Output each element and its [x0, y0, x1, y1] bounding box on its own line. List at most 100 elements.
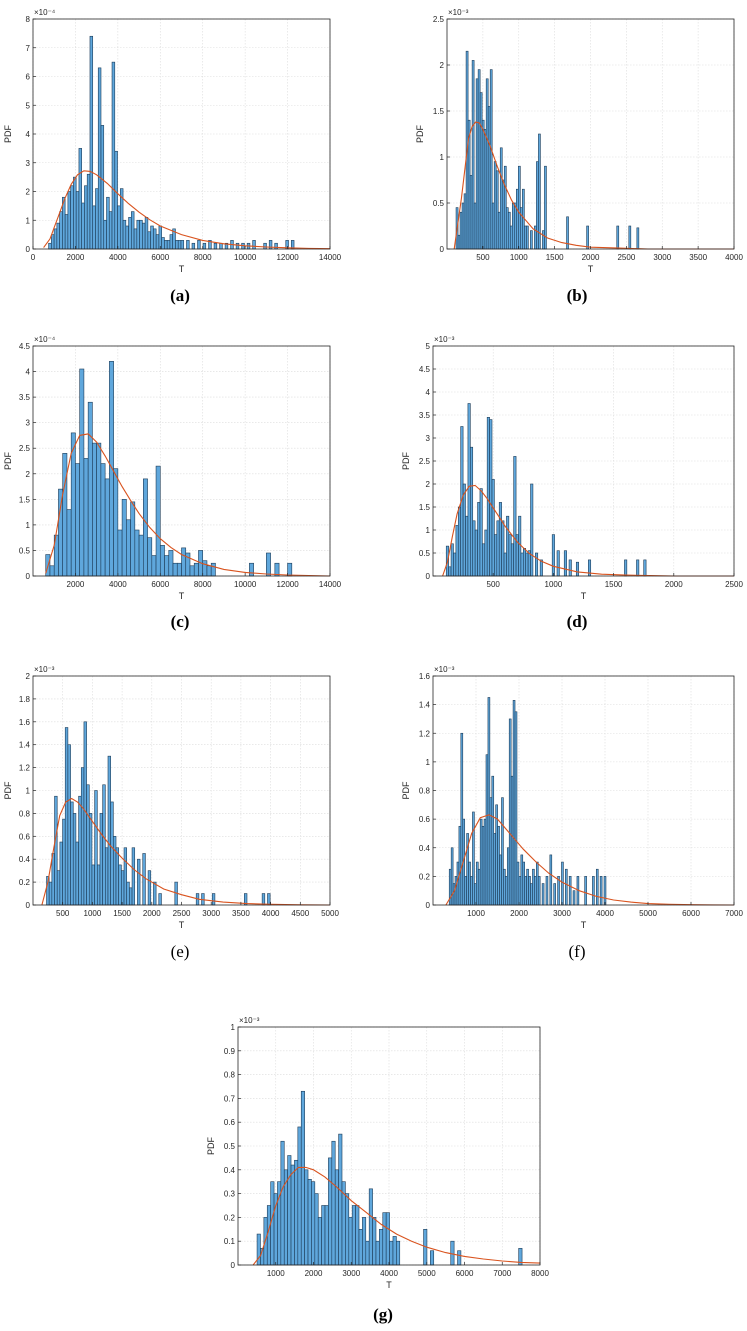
histogram-bar: [56, 870, 61, 906]
histogram-bar: [345, 1193, 350, 1266]
histogram-bar: [484, 529, 488, 577]
y-tick-label: 0.3: [224, 1190, 236, 1199]
x-tick-label: 7000: [725, 909, 743, 918]
histogram-bar: [75, 463, 80, 577]
histogram-bar: [430, 1250, 435, 1266]
y-tick-label: 0.4: [224, 1166, 236, 1175]
fit-curve: [252, 1166, 541, 1266]
histogram-bar: [125, 225, 129, 250]
caption-e: (e): [170, 942, 190, 961]
y-tick-label: 1.6: [19, 718, 31, 727]
histogram-bar: [169, 234, 173, 250]
x-tick-label: 4000: [109, 253, 127, 262]
histogram-bar: [556, 550, 560, 577]
histogram-bar: [64, 214, 69, 250]
histogram-bar: [568, 876, 572, 906]
x-tick-label: 14000: [319, 580, 342, 589]
histogram-bar: [158, 893, 162, 906]
histogram-bar: [111, 61, 116, 250]
y-tick-label: 4.5: [19, 342, 31, 351]
histogram-bar: [143, 478, 148, 577]
histogram-bar: [155, 234, 160, 250]
histogram-bar: [89, 35, 94, 250]
histogram-bar: [75, 191, 80, 250]
histogram-bar: [122, 219, 127, 250]
histogram-bar: [507, 211, 511, 250]
caption-d: (d): [566, 612, 588, 631]
fit-curve: [442, 484, 734, 577]
histogram-bar: [297, 1126, 302, 1266]
y-tick-label: 0.6: [224, 1118, 236, 1127]
histogram-bar: [485, 78, 489, 250]
y-axis-label: PDF: [401, 451, 411, 470]
chart-e: 500 1000 1500 2000 2500 3000 3500 4000 4500 5000 0…: [3, 665, 339, 930]
x-tick-label: 4000: [725, 253, 743, 262]
histogram-bar: [586, 225, 589, 250]
exponent-label: ×10⁻⁴: [34, 335, 56, 344]
histogram-bar: [334, 1169, 339, 1266]
histogram-bar: [72, 813, 77, 906]
y-tick-label: 1.4: [419, 701, 431, 710]
x-tick-label: 12000: [276, 253, 299, 262]
y-tick-label: 3: [26, 159, 31, 168]
y-tick-label: 2.5: [433, 15, 445, 24]
histogram-bar: [450, 543, 454, 577]
y-tick-label: 2: [426, 480, 431, 489]
histogram-bar: [287, 562, 293, 577]
histogram-bar: [518, 165, 521, 250]
x-axis-label: T: [588, 264, 594, 274]
x-axis-label: T: [581, 920, 587, 930]
histogram-bar: [489, 69, 493, 250]
histogram-bar: [128, 217, 132, 250]
histogram-bar: [506, 515, 510, 577]
x-tick-label: 4000: [262, 909, 280, 918]
histogram-bar: [365, 1240, 370, 1266]
histogram-bar: [147, 537, 153, 577]
histogram-bar: [144, 217, 149, 250]
histogram-bar: [469, 175, 473, 250]
histogram-bar: [66, 509, 72, 577]
histogram-bar: [100, 125, 105, 250]
x-tick-label: 3000: [342, 1269, 360, 1278]
histogram-bar: [48, 881, 53, 906]
histogram-bar: [97, 864, 101, 906]
histogram-bar: [142, 853, 146, 906]
histogram-bar: [471, 60, 475, 250]
histogram-bar: [166, 240, 171, 250]
x-tick-label: 1500: [113, 909, 131, 918]
y-tick-label: 1: [426, 758, 431, 767]
histogram-bar: [113, 468, 119, 577]
histogram-bar: [362, 1217, 367, 1266]
histogram-bar: [172, 562, 178, 577]
histogram-bar: [155, 465, 161, 577]
histogram-bar: [643, 559, 647, 577]
histogram-bar: [115, 847, 119, 906]
y-tick-label: 4: [26, 130, 31, 139]
x-tick-label: 4000: [380, 1269, 398, 1278]
histogram-bar: [235, 242, 240, 250]
y-tick-label: 1: [440, 153, 445, 162]
histogram-bar: [106, 196, 110, 250]
histogram-bar: [475, 78, 479, 250]
x-tick-label: 2500: [173, 909, 191, 918]
y-tick-label: 1.4: [19, 741, 31, 750]
histogram-bar: [59, 841, 63, 906]
y-tick-label: 0: [426, 901, 431, 910]
y-tick-label: 0.5: [433, 199, 445, 208]
histogram-bar: [79, 368, 85, 577]
x-tick-label: 2000: [665, 580, 683, 589]
histogram-bar: [131, 847, 136, 906]
x-tick-label: 6000: [456, 1269, 474, 1278]
y-tick-label: 1.2: [419, 729, 431, 738]
histogram-bar: [514, 202, 517, 250]
histogram-bar: [121, 870, 125, 906]
histogram-bar: [535, 552, 539, 577]
histogram-bar: [164, 555, 170, 577]
histogram-bar: [513, 456, 517, 577]
histogram-bar: [117, 529, 123, 577]
histogram-bar: [151, 555, 157, 577]
histogram-bar: [92, 442, 97, 577]
histogram-bar: [551, 534, 555, 577]
histogram-bar: [473, 202, 477, 250]
histogram-bar: [304, 1169, 309, 1266]
